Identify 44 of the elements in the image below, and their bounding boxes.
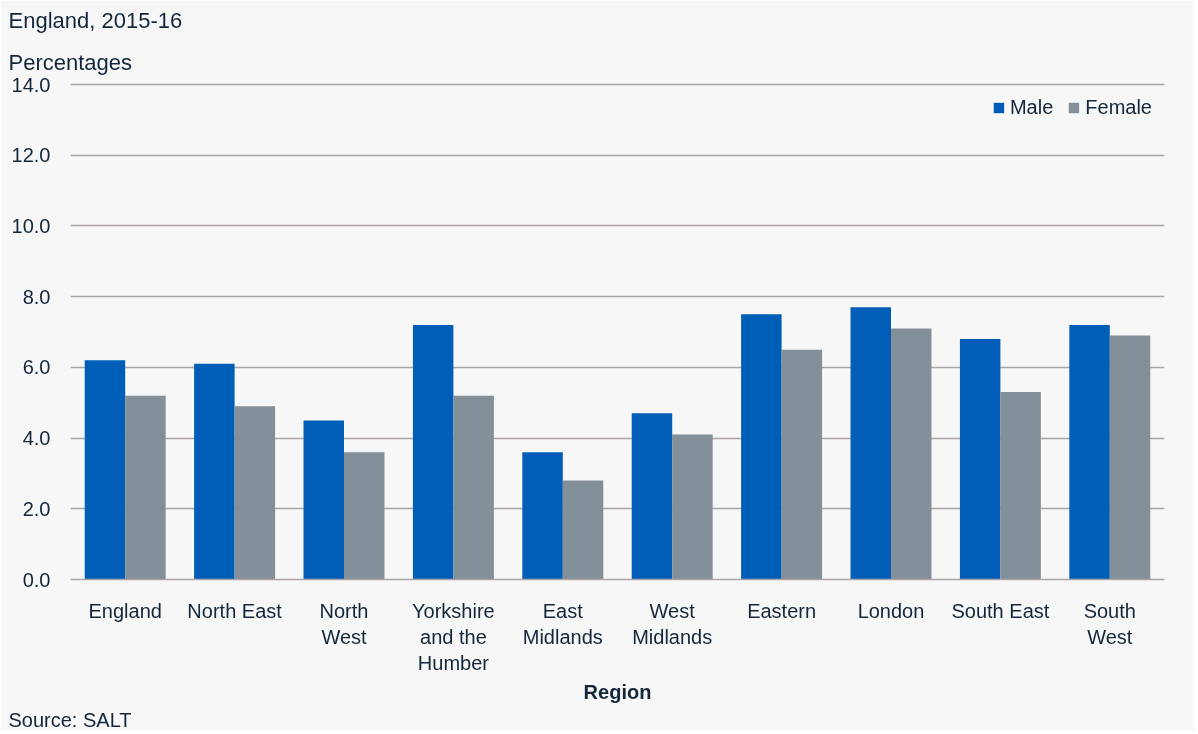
bar [850,307,891,580]
bar [781,349,823,580]
bar [84,360,126,580]
bar [303,420,344,580]
bar [344,452,385,580]
bar [412,324,454,580]
bar [959,339,1001,580]
x-tick-label: England [88,599,162,622]
bar [234,406,276,580]
x-tick-label: London [857,599,925,622]
bar [891,328,932,580]
bar [1000,392,1041,580]
x-tick-label: Yorkshire and the Humber [412,599,495,675]
y-tick-label: 14.0 [11,73,51,96]
x-axis-title: Region [583,681,652,704]
y-tick-label: 0.0 [22,568,51,591]
source-note: Source: SALT [8,708,132,731]
bar [522,452,563,580]
y-tick-label: 4.0 [22,427,51,450]
y-axis-title: Percentages [8,49,133,75]
x-tick-label: Eastern [747,599,817,622]
chart-title: England, 2015-16 [8,7,183,33]
y-tick-label: 6.0 [22,356,51,379]
x-tick-label: East Midlands [522,599,603,648]
bar [1069,324,1110,580]
bar [194,363,235,580]
bar [1109,335,1151,580]
bar [631,413,673,580]
bar [125,395,166,580]
y-tick-label: 2.0 [22,497,51,520]
y-tick-label: 12.0 [11,144,51,167]
x-tick-label: South West [1083,599,1136,648]
bar [672,434,713,580]
x-tick-label: South East [951,599,1050,622]
bar [453,395,494,580]
bar [741,314,782,580]
y-tick-label: 10.0 [11,214,51,237]
x-tick-label: North East [187,599,283,622]
legend-label: Male [1009,96,1054,119]
y-tick-label: 8.0 [22,285,51,308]
legend-label: Female [1085,96,1152,119]
x-tick-label: North West [319,599,369,648]
bar [562,480,604,580]
x-tick-label: West Midlands [632,599,713,648]
